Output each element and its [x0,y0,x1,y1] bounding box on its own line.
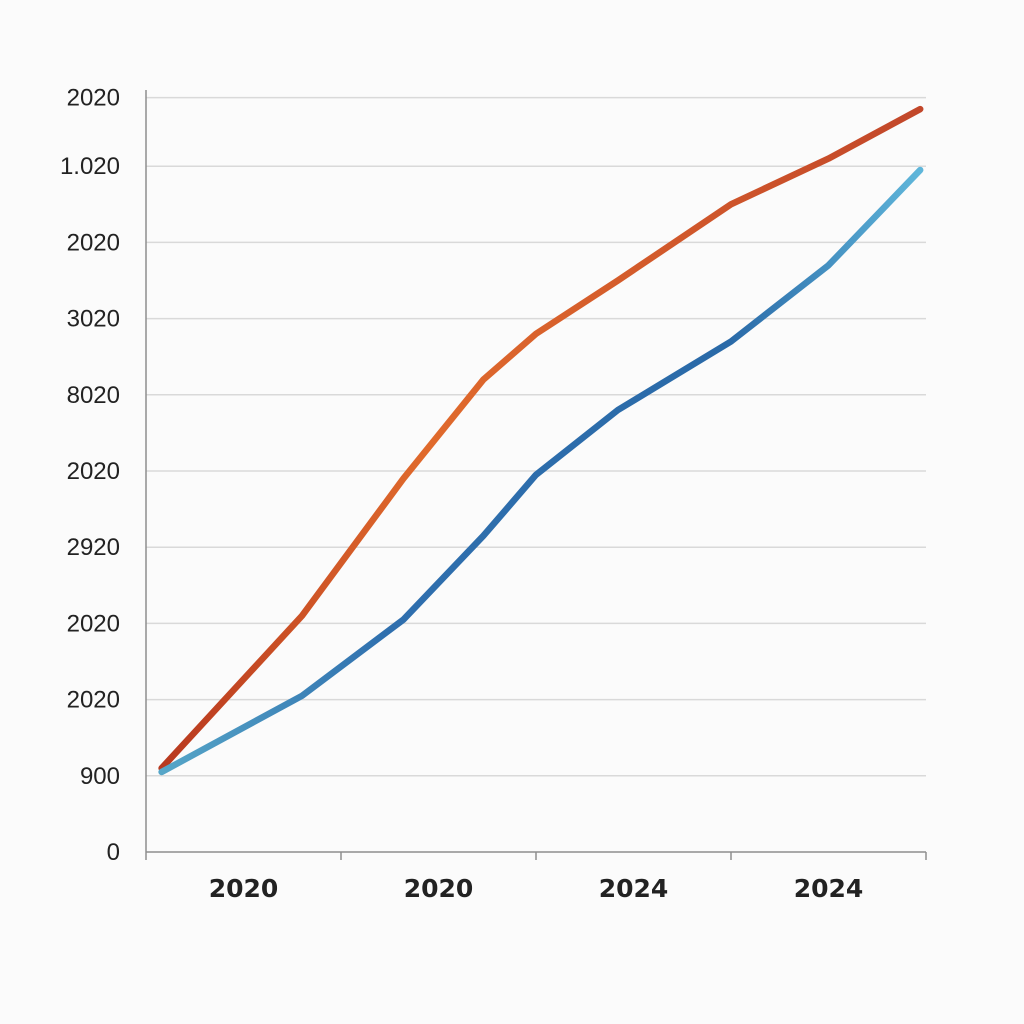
y-tick-label: 1.020 [60,153,120,180]
x-tick-label: 2024 [794,874,864,903]
x-tick-labels: 2020 2020 2024 2024 [209,874,864,903]
y-tick-label: 2920 [67,534,120,561]
y-tick-label: 8020 [67,382,120,409]
y-tick-label: 900 [80,763,120,790]
gridlines [146,96,926,777]
y-tick-label: 2020 [67,85,120,112]
y-tick-label: 2020 [67,687,120,714]
series-lines [158,105,924,776]
axes [145,90,927,860]
x-tick-label: 2024 [599,874,669,903]
y-tick-label: 2020 [67,458,120,485]
y-tick-label: 2020 [67,229,120,256]
y-tick-label: 2020 [67,610,120,637]
x-tick-label: 2020 [404,874,474,903]
series-line-2 [158,166,924,776]
y-tick-labels: 0 900 2020 2020 2920 2020 8020 3020 2020 1.020 202… [60,85,120,866]
x-tick-label: 2020 [209,874,279,903]
y-tick-label: 3020 [67,306,120,333]
y-tick-label: 0 [107,839,120,866]
series-line-1 [158,105,924,772]
